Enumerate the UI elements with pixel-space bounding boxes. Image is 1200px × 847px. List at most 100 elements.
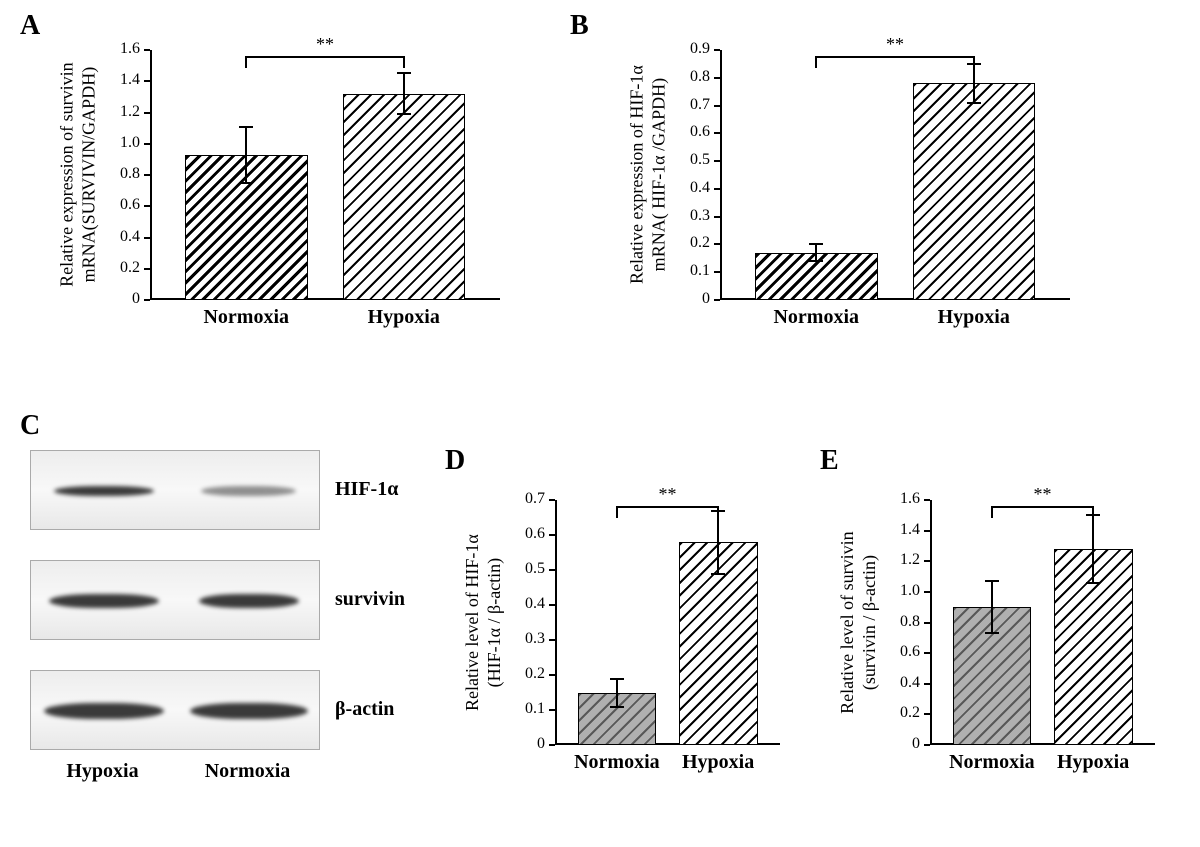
y-tick-mark <box>924 499 930 501</box>
y-tick-label: 0.3 <box>670 207 710 225</box>
significance-bracket-drop <box>815 56 817 68</box>
ylabel-line2: (survivin / β-actin) <box>858 500 880 745</box>
y-tick-label: 0.4 <box>880 674 920 692</box>
bar-hypoxia <box>913 83 1036 300</box>
blot-hif1 <box>30 450 320 530</box>
y-tick-mark <box>144 143 150 145</box>
error-bar <box>403 73 405 114</box>
y-tick-label: 0.7 <box>670 96 710 114</box>
panel-b-chart: 00.10.20.30.40.50.60.70.80.9Relative exp… <box>570 10 1130 370</box>
significance-bracket-drop <box>717 506 719 518</box>
y-tick-label: 0.5 <box>505 560 545 578</box>
x-category-label: Normoxia <box>186 306 306 329</box>
y-tick-mark <box>924 744 930 746</box>
error-cap <box>610 678 624 680</box>
blot-protein-label: HIF-1α <box>335 478 398 501</box>
y-tick-label: 1.0 <box>100 134 140 152</box>
y-tick-label: 0 <box>880 735 920 753</box>
error-bar <box>815 244 817 261</box>
significance-bracket-drop <box>616 506 618 518</box>
y-axis-label: Relative level of survivin(survivin / β-… <box>836 500 879 745</box>
blot-actin <box>30 670 320 750</box>
panel-e-chart: 00.20.40.60.81.01.21.41.6Relative level … <box>820 445 1190 825</box>
y-tick-label: 1.4 <box>880 521 920 539</box>
error-bar <box>616 679 618 707</box>
significance-bracket-drop <box>973 56 975 68</box>
y-tick-mark <box>714 160 720 162</box>
y-tick-label: 0 <box>100 290 140 308</box>
significance-bracket-drop <box>403 56 405 68</box>
y-tick-mark <box>924 622 930 624</box>
significance-bracket-drop <box>245 56 247 68</box>
x-category-label: Hypoxia <box>914 306 1034 329</box>
significance-stars: ** <box>1023 484 1063 505</box>
y-tick-mark <box>714 188 720 190</box>
y-tick-mark <box>144 112 150 114</box>
significance-bracket <box>617 506 718 508</box>
y-axis-label: Relative expression of survivinmRNA(SURV… <box>56 50 99 300</box>
blot-band <box>199 594 299 608</box>
blot-band <box>44 703 164 719</box>
y-tick-mark <box>924 683 930 685</box>
ylabel-line1: Relative level of survivin <box>836 500 858 745</box>
y-tick-label: 0.8 <box>880 613 920 631</box>
significance-bracket-drop <box>991 506 993 518</box>
y-tick-label: 1.4 <box>100 71 140 89</box>
ylabel-line1: Relative expression of HIF-1α <box>626 50 648 300</box>
y-tick-mark <box>549 709 555 711</box>
error-bar <box>1092 515 1094 582</box>
panel-b: B 00.10.20.30.40.50.60.70.80.9Relative e… <box>570 10 1130 370</box>
y-tick-mark <box>924 560 930 562</box>
y-tick-label: 1.6 <box>880 490 920 508</box>
y-tick-mark <box>714 243 720 245</box>
error-bar <box>717 511 719 574</box>
y-tick-mark <box>549 569 555 571</box>
significance-bracket <box>246 56 404 58</box>
y-tick-label: 0.2 <box>100 259 140 277</box>
panel-c-label: C <box>20 410 40 442</box>
y-tick-mark <box>144 174 150 176</box>
y-tick-label: 0 <box>505 735 545 753</box>
y-tick-mark <box>714 77 720 79</box>
y-tick-mark <box>714 271 720 273</box>
error-bar <box>991 581 993 633</box>
y-tick-label: 1.0 <box>880 582 920 600</box>
y-tick-label: 1.2 <box>880 551 920 569</box>
significance-bracket <box>816 56 974 58</box>
panel-a: A 00.20.40.60.81.01.21.41.6Relative expr… <box>20 10 580 370</box>
x-category-label: Hypoxia <box>1033 751 1153 774</box>
y-tick-mark <box>549 744 555 746</box>
error-cap <box>809 260 823 262</box>
blot-protein-label: β-actin <box>335 698 394 721</box>
y-tick-mark <box>144 80 150 82</box>
y-tick-label: 0.2 <box>670 234 710 252</box>
y-tick-label: 0.6 <box>100 196 140 214</box>
y-tick-mark <box>549 604 555 606</box>
y-tick-label: 0.9 <box>670 40 710 58</box>
y-tick-label: 0.4 <box>100 228 140 246</box>
blot-lane-label: Hypoxia <box>30 760 175 783</box>
y-tick-label: 0.2 <box>880 704 920 722</box>
error-cap <box>397 72 411 74</box>
y-tick-mark <box>714 132 720 134</box>
y-tick-label: 1.6 <box>100 40 140 58</box>
error-cap <box>397 113 411 115</box>
blot-band <box>49 594 159 608</box>
y-tick-mark <box>924 652 930 654</box>
panel-d: D 00.10.20.30.40.50.60.7Relative level o… <box>445 445 815 825</box>
y-tick-mark <box>144 49 150 51</box>
y-tick-mark <box>714 49 720 51</box>
y-tick-label: 0.8 <box>670 68 710 86</box>
y-tick-label: 0.4 <box>670 179 710 197</box>
y-tick-label: 0.1 <box>505 700 545 718</box>
y-tick-label: 0.1 <box>670 262 710 280</box>
significance-stars: ** <box>648 484 688 505</box>
y-tick-mark <box>549 674 555 676</box>
y-axis-label: Relative level of HIF-1α(HIF-1α / β-acti… <box>461 500 504 745</box>
blot-survivin <box>30 560 320 640</box>
y-tick-label: 1.2 <box>100 103 140 121</box>
y-tick-mark <box>924 591 930 593</box>
error-cap <box>967 102 981 104</box>
error-cap <box>239 126 253 128</box>
error-bar <box>245 127 247 183</box>
